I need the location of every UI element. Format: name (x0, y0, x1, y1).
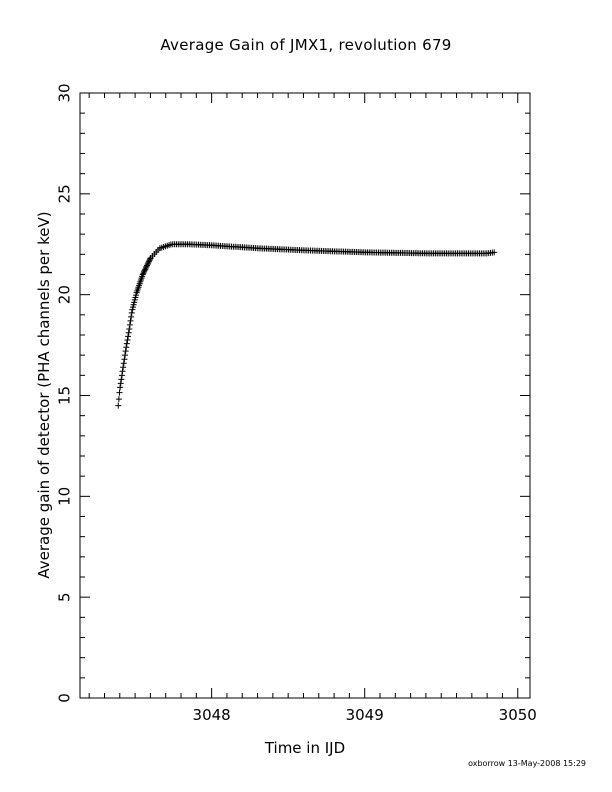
data-point (125, 329, 132, 336)
data-point (143, 263, 150, 270)
y-tick-label: 0 (56, 693, 74, 703)
data-point (126, 321, 133, 328)
data-point (139, 271, 146, 278)
data-point (140, 270, 147, 277)
y-tick-label: 20 (56, 285, 74, 304)
y-tick-label: 25 (56, 184, 74, 203)
data-point (115, 396, 122, 403)
data-point (116, 389, 123, 396)
data-point (123, 340, 130, 347)
data-point (118, 376, 125, 383)
y-tick-label: 10 (56, 487, 74, 506)
chart-title: Average Gain of JMX1, revolution 679 (160, 36, 452, 54)
x-tick-label: 3049 (346, 706, 384, 724)
data-point (117, 384, 124, 391)
y-axis-label: Average gain of detector (PHA channels p… (35, 211, 53, 579)
data-point (145, 258, 152, 265)
data-point (122, 348, 129, 355)
data-point (125, 333, 132, 340)
data-point (144, 262, 151, 269)
data-point (142, 266, 149, 273)
data-point (121, 356, 128, 363)
y-tick-label: 30 (56, 83, 74, 102)
x-axis-label: Time in IJD (264, 739, 346, 757)
tick-labels: 0 5 10 15 20 25 30 3048 3049 3050 (56, 83, 537, 724)
y-tick-label: 15 (56, 386, 74, 405)
data-point (123, 344, 130, 351)
y-tick-label: 5 (56, 592, 74, 602)
x-tick-label: 3050 (499, 706, 537, 724)
data-point (120, 360, 127, 367)
data-point (145, 259, 152, 266)
data-point (115, 402, 122, 409)
axis-ticks (80, 92, 530, 699)
data-point (141, 267, 148, 274)
data-point (117, 380, 124, 387)
data-point (126, 325, 133, 332)
data-point (144, 261, 151, 268)
data-point (127, 317, 134, 324)
x-tick-label: 3048 (193, 706, 231, 724)
data-point (140, 268, 147, 275)
data-point (128, 309, 135, 316)
data-point (119, 368, 126, 375)
footer-stamp: oxborrow 13-May-2008 15:29 (468, 759, 586, 768)
data-point (124, 337, 131, 344)
data-point (118, 372, 125, 379)
data-point (491, 249, 498, 256)
data-points (115, 241, 498, 409)
data-point (142, 265, 149, 272)
data-point (120, 364, 127, 371)
data-point (122, 352, 128, 359)
plot-frame (79, 92, 531, 699)
data-point (128, 313, 135, 320)
